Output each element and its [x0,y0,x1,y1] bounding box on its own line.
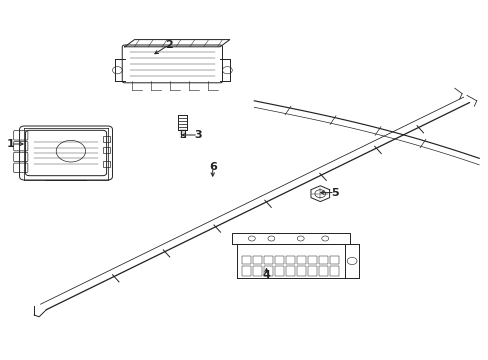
Text: 6: 6 [208,162,216,172]
Text: 4: 4 [262,270,270,280]
Text: 5: 5 [330,188,338,198]
Text: 2: 2 [164,40,172,50]
Text: 1: 1 [7,139,15,149]
Text: 3: 3 [194,130,202,140]
